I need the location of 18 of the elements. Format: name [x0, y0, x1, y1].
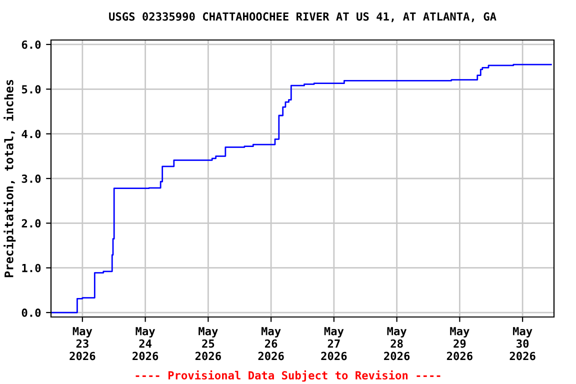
y-tick-label: 0.0 — [22, 308, 41, 317]
y-tick-label: 2.0 — [22, 219, 41, 228]
y-axis-title: Precipitation, total, inches — [4, 80, 16, 278]
x-tick-label: May 28 2026 — [384, 327, 410, 360]
y-tick-label: 4.0 — [22, 130, 41, 138]
text: ---- Provisional Data Subject to Revision ---- — [136, 370, 440, 382]
chart-title: USGS 02335990 CHATTAHOOCHEE RIVER AT US 41, AT ATLANTA, GA — [109, 12, 496, 22]
y-tick-label: 5.0 — [22, 85, 41, 94]
y-tick-label: 3.0 — [22, 174, 41, 183]
y-tick-label: 6.0 — [22, 40, 41, 49]
x-tick-label: May 29 2026 — [446, 327, 472, 360]
x-tick-label: May 23 2026 — [70, 327, 96, 360]
x-tick-label: May 25 2026 — [195, 327, 221, 360]
x-tick-label: May 24 2026 — [132, 327, 158, 360]
x-tick-label: May 30 2026 — [510, 327, 536, 360]
y-tick-label: 1.0 — [22, 264, 41, 272]
x-tick-label: May 26 2026 — [258, 327, 284, 360]
x-tick-label: May 27 2026 — [321, 327, 347, 360]
